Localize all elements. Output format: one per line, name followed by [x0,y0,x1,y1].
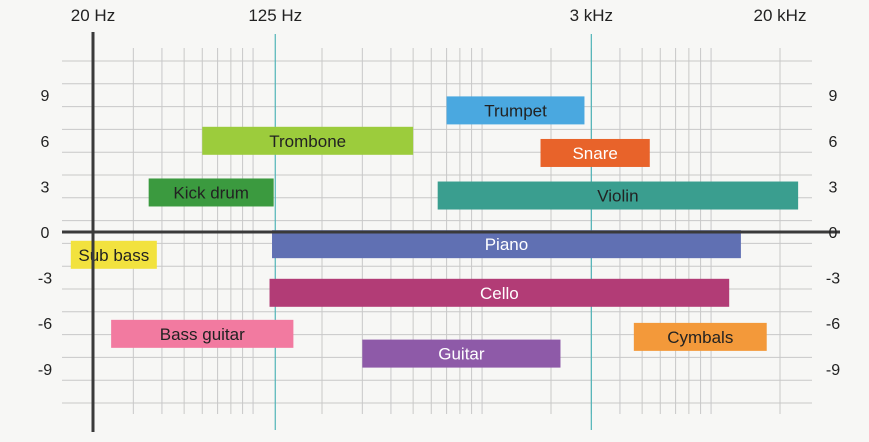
x-tick-label: 20 kHz [754,6,807,25]
bar-label-trumpet: Trumpet [484,101,547,120]
bar-cymbals [633,322,767,351]
bar-label-sub-bass: Sub bass [78,246,149,265]
bar-label-guitar: Guitar [438,345,485,364]
y-tick-label-left: 3 [41,179,50,196]
y-tick-label-right: 3 [829,179,838,196]
bar-label-snare: Snare [572,144,617,163]
bar-kick-drum [148,178,274,207]
bar-guitar [362,339,561,368]
y-tick-label-left: -3 [38,271,52,288]
y-tick-label-right: -6 [826,316,840,333]
bar-sub-bass [70,240,157,269]
y-tick-label-left: 9 [41,88,50,105]
y-tick-label-left: 6 [41,134,50,151]
bar-trumpet [446,96,585,125]
y-tick-label-right: 6 [829,134,838,151]
bar-label-bass-guitar: Bass guitar [160,325,245,344]
bar-label-violin: Violin [597,187,638,206]
y-tick-label-left: 0 [41,225,50,242]
y-tick-label-right: 0 [829,225,838,242]
bar-trombone [202,126,414,155]
bar-bass-guitar [111,319,294,348]
y-tick-label-right: 9 [829,88,838,105]
x-tick-label: 3 kHz [570,6,613,25]
y-tick-label-left: -9 [38,362,52,379]
bar-label-kick-drum: Kick drum [173,183,249,202]
bar-piano [272,230,741,259]
x-tick-label: 20 Hz [71,6,115,25]
bar-snare [540,138,650,167]
y-tick-label-right: -9 [826,362,840,379]
bar-label-cymbals: Cymbals [667,328,733,347]
y-tick-label-right: -3 [826,271,840,288]
bar-label-cello: Cello [480,284,519,303]
bar-label-trombone: Trombone [269,132,346,151]
bar-cello [269,278,730,307]
y-tick-label-left: -6 [38,316,52,333]
bar-label-piano: Piano [485,235,528,254]
bar-violin [437,181,799,210]
x-tick-label: 125 Hz [248,6,302,25]
